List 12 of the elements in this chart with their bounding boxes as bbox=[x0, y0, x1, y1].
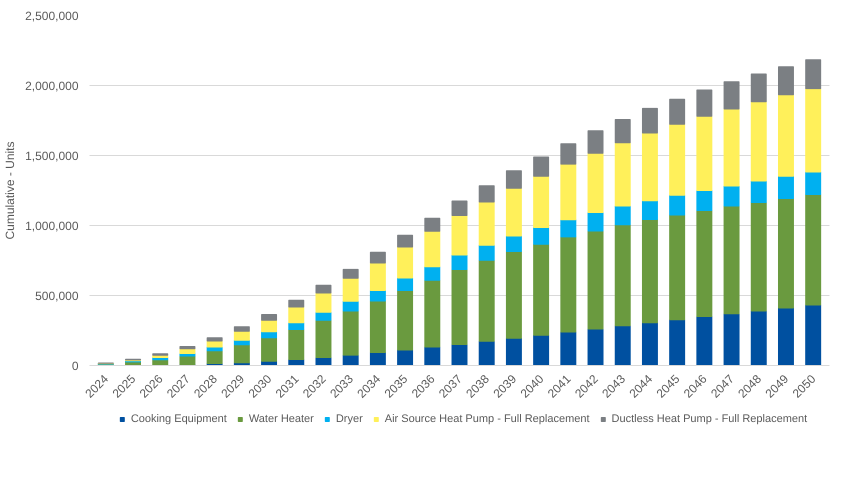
y-tick-label: 1,000,000 bbox=[25, 219, 79, 233]
legend-label: Water Heater bbox=[248, 413, 314, 425]
legend-label: Dryer bbox=[336, 413, 363, 425]
legend-label: Cooking Equipment bbox=[130, 413, 227, 425]
y-tick-label: 2,000,000 bbox=[25, 79, 79, 93]
legend-label: Air Source Heat Pump - Full Replacement bbox=[384, 413, 590, 425]
legend-label: Ductless Heat Pump - Full Replacement bbox=[612, 413, 808, 425]
y-tick-label: 500,000 bbox=[35, 289, 79, 303]
y-tick-label: 0 bbox=[72, 359, 79, 373]
y-axis-title: Cumulative - Units bbox=[3, 141, 18, 240]
y-tick-label: 2,500,000 bbox=[25, 9, 79, 23]
y-tick-label: 1,500,000 bbox=[25, 149, 79, 163]
